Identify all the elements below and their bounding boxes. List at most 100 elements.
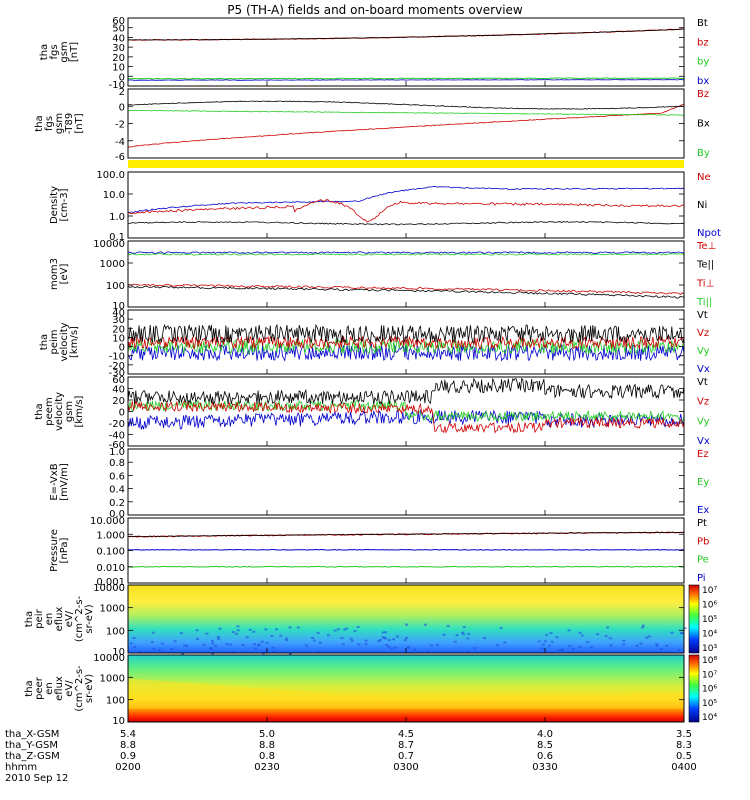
panel-frame: [127, 88, 685, 159]
spectrogram-cell: [453, 640, 457, 643]
legend-entry: Ex: [697, 505, 709, 516]
legend-entry: Ez: [697, 449, 709, 460]
colorbar-label: 10⁷: [702, 670, 717, 680]
y-tick-label: 10.000: [90, 516, 125, 527]
y-tick-label: 30: [112, 43, 125, 54]
spectrogram-cell: [364, 639, 368, 642]
x-tick-label: 0300: [393, 762, 418, 773]
y-tick-label: 20: [112, 324, 125, 335]
colorbar-label: 10³: [702, 644, 717, 654]
y-axis-label: Density: [49, 186, 60, 224]
spectrogram-cell: [641, 624, 645, 627]
y-tick-label: 100: [106, 626, 125, 637]
spectrogram-cell: [312, 639, 316, 642]
spectrogram-cell: [210, 640, 214, 643]
y-tick-label: 1000: [100, 673, 125, 684]
spectrogram-cell: [185, 645, 189, 647]
spectrogram-cell: [205, 632, 209, 635]
legend-entry: Vt: [697, 310, 708, 321]
y-tick-label: 100: [106, 696, 125, 707]
y-tick-label: 1000: [100, 259, 125, 270]
y-tick-label: 40: [112, 308, 125, 319]
spectrogram-cell: [285, 639, 288, 642]
y-tick-label: 10: [112, 716, 125, 727]
colorbar-label: 10⁵: [702, 615, 717, 625]
y-tick-label: 10.0: [103, 190, 125, 201]
date-label: 2010 Sep 12: [5, 773, 68, 784]
spectrogram-cell: [568, 644, 572, 647]
spectrogram-cell: [622, 643, 626, 646]
y-tick-label: 60: [112, 375, 125, 386]
spectrogram-cell: [229, 643, 233, 646]
y-tick-label: 1.0: [109, 447, 125, 458]
colorbar-label: 10⁴: [702, 630, 717, 640]
legend-entry: Vt: [697, 377, 708, 388]
panel-10: 10000 1000 100 10 tha peer en eflux eV/(cm^2-s-s…: [24, 653, 717, 727]
series-ti-par: [127, 253, 685, 256]
legend-entry: bx: [697, 76, 709, 87]
spectrogram-cell: [195, 629, 199, 632]
series-vx: [127, 343, 685, 362]
panel-7: 1.00.8 0.6 0.4 0.20.0 E=-VxB [mV/m] Ez Ey Ex: [49, 447, 709, 520]
spectrogram-cell: [677, 648, 681, 651]
y-axis-label: en: [44, 613, 55, 626]
y-axis-label: tha: [39, 44, 50, 60]
y-axis-label: tha: [24, 680, 35, 696]
spectrogram-cell: [503, 641, 507, 644]
y-axis-label: Pressure: [49, 529, 60, 572]
spectrogram-cell: [160, 642, 164, 645]
legend-entry: Ey: [697, 477, 709, 488]
spectrogram-cell: [483, 637, 486, 640]
colorbar: [688, 654, 700, 723]
spectrogram-cell: [466, 637, 470, 640]
spectrogram-cell: [606, 626, 610, 629]
spectrogram-cell: [396, 635, 399, 638]
y-axis-label: peim: [49, 329, 60, 354]
spectrogram-cell: [549, 631, 553, 634]
spectrogram-cell: [377, 640, 381, 643]
spectrogram-cell: [446, 625, 450, 628]
y-tick-label: 0: [119, 408, 125, 419]
spectrogram-cell: [473, 647, 477, 650]
spectrogram-cell: [545, 633, 549, 636]
spectrogram-cell: [317, 651, 321, 653]
spectrogram-cell: [340, 637, 344, 640]
legend-entry: Vy: [697, 416, 710, 427]
y-tick-label: -10: [109, 352, 125, 363]
spectrogram-cell: [622, 639, 626, 642]
panel-8: 10.000 1.000 0.100 0.010 0.001 Pressure [nPa] P…: [49, 516, 709, 588]
series-ti-perp: [127, 285, 685, 299]
y-tick-label: 40: [112, 33, 125, 44]
x-tick-label: 8.7: [398, 740, 414, 751]
y-axis-label: gsm: [64, 401, 75, 422]
legend-entry: Vz: [697, 397, 709, 408]
spectrogram-cell: [427, 650, 431, 653]
spectrogram-cell: [161, 651, 165, 654]
y-axis-label: eV/: [64, 680, 75, 697]
colorbar-label: 10⁵: [702, 699, 717, 709]
spectrogram-cell: [364, 643, 368, 646]
y-tick-label: 50: [112, 24, 125, 35]
legend-entry: Pi: [697, 573, 706, 584]
x-tick-label: 3.5: [676, 729, 692, 740]
spectrogram-cell: [316, 631, 320, 634]
spectrogram-cell: [356, 626, 360, 628]
series-bx: [127, 79, 685, 81]
y-tick-label: 2: [119, 87, 125, 98]
legend-entry: Vx: [697, 364, 710, 375]
figure-title: P5 (TH-A) fields and on-board moments ov…: [227, 3, 523, 17]
y-tick-label: 0: [119, 343, 125, 354]
y-axis-label: tha: [34, 115, 45, 131]
y-tick-label: -10: [109, 80, 125, 91]
x-tick-label: 8.8: [120, 740, 136, 751]
spectrogram-cell: [296, 626, 300, 629]
y-tick-label: 0: [119, 72, 125, 83]
panel-frame: [127, 448, 685, 516]
spectrogram-cell: [264, 628, 268, 631]
legend-entry: Ne: [697, 172, 711, 183]
colorbar: [688, 584, 700, 654]
spectrogram-cell: [257, 643, 261, 646]
